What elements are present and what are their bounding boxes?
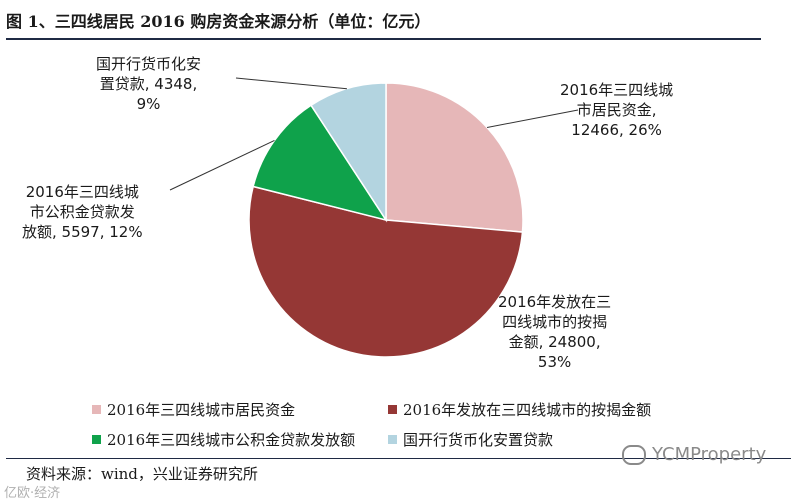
watermark: YCMProperty [622, 444, 766, 465]
legend-label: 国开行货币化安置贷款 [403, 430, 554, 449]
wechat-icon [622, 444, 646, 465]
slice-label-line: 置贷款, 4348, [99, 75, 198, 93]
legend-item-mortgage: 2016年发放在三四线城市的按揭金额 [388, 399, 651, 420]
slice-label-provident-fund: 2016年三四线城 市公积金贷款发 放额, 5597, 12% [22, 182, 143, 242]
slice-label-line: 市居民资金, [576, 101, 657, 119]
leader-line [169, 139, 275, 191]
slice-label-line: 9% [136, 95, 161, 113]
chart-legend: 2016年三四线城市居民资金 2016年发放在三四线城市的按揭金额 2016年三… [92, 394, 712, 454]
legend-swatch [388, 434, 397, 444]
source-divider [6, 458, 791, 459]
slice-label-line: 2016年三四线城 [560, 81, 674, 99]
legend-item-provident-fund: 2016年三四线城市公积金贷款发放额 [92, 429, 388, 450]
watermark-secondary: 亿欧·经济 [4, 486, 61, 501]
slice-label-line: 2016年三四线城 [25, 183, 139, 201]
chart-title: 图 1、三四线居民 2016 购房资金来源分析（单位：亿元） [6, 12, 431, 31]
slice-label-line: 国开行货币化安 [96, 55, 202, 73]
slice-label-line: 市公积金贷款发 [29, 203, 135, 221]
legend-swatch [388, 404, 397, 414]
legend-swatch [92, 404, 101, 414]
legend-item-residents: 2016年三四线城市居民资金 [92, 399, 388, 420]
legend-label: 2016年三四线城市居民资金 [107, 400, 296, 419]
leader-line [486, 109, 579, 128]
slice-label-line: 53% [537, 353, 572, 371]
legend-swatch [92, 434, 101, 444]
slice-label-line: 金额, 24800, [508, 333, 601, 351]
pie-slice-provident-fund [252, 104, 388, 222]
leader-line [235, 77, 347, 90]
slice-label-line: 放额, 5597, 12% [22, 223, 143, 241]
legend-label: 2016年三四线城市公积金贷款发放额 [107, 430, 356, 449]
slice-label-line: 2016年发放在三 [498, 293, 612, 311]
title-divider [6, 38, 761, 40]
legend-label: 2016年发放在三四线城市的按揭金额 [403, 400, 652, 419]
legend-item-cdb-loans: 国开行货币化安置贷款 [388, 429, 553, 450]
watermark-text: YCMProperty [652, 444, 767, 465]
slice-label-cdb-loans: 国开行货币化安 置贷款, 4348, 9% [96, 54, 201, 114]
pie-slice-cdb-loans [310, 82, 387, 223]
pie-slice-residents [385, 82, 524, 233]
slice-label-residents: 2016年三四线城 市居民资金, 12466, 26% [560, 80, 673, 140]
slice-label-mortgage: 2016年发放在三 四线城市的按揭 金额, 24800, 53% [498, 292, 611, 372]
source-note: 资料来源：wind，兴业证券研究所 [26, 465, 258, 483]
pie-slice-mortgage [248, 185, 524, 358]
slice-label-line: 12466, 26% [571, 121, 662, 139]
slice-label-line: 四线城市的按揭 [502, 313, 608, 331]
